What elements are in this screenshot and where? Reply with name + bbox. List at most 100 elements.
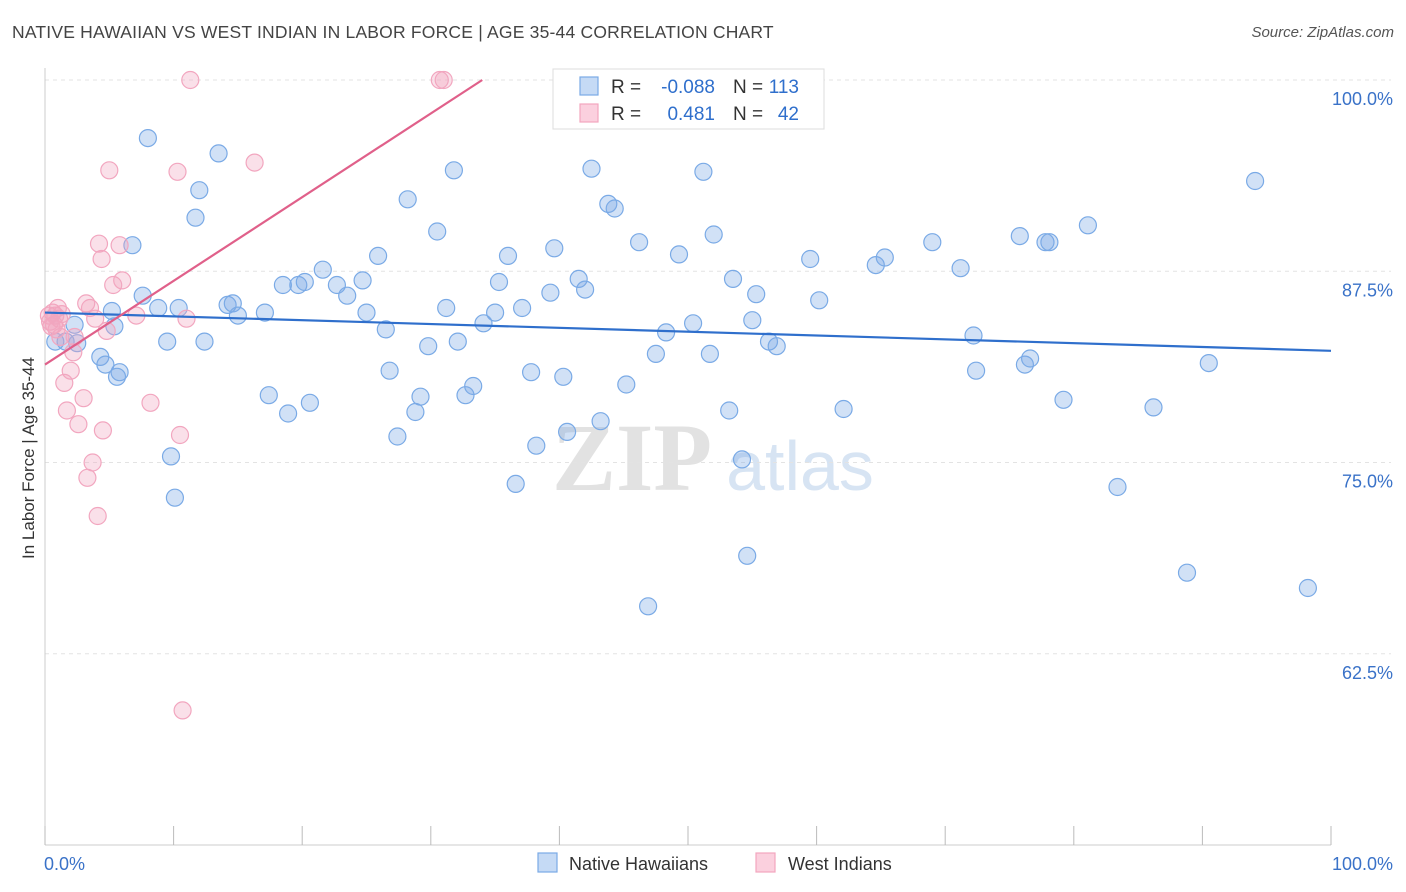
point-native-hawaiians-60 [545, 239, 564, 258]
point-native-hawaiians-10 [123, 236, 142, 255]
y-tick-label-1: 75.0% [1342, 472, 1393, 492]
point-native-hawaiians-31 [300, 393, 319, 412]
point-native-hawaiians-75 [683, 314, 703, 333]
source-label: Source: ZipAtlas.com [1251, 24, 1394, 41]
point-west-indians-34 [168, 162, 187, 181]
point-native-hawaiians-74 [669, 245, 689, 264]
stats-n-value-1: 42 [778, 104, 799, 125]
point-west-indians-16 [69, 415, 88, 434]
point-native-hawaiians-52 [486, 303, 505, 322]
point-west-indians-23 [88, 506, 107, 526]
point-west-indians-24 [89, 234, 109, 253]
point-native-hawaiians-71 [638, 597, 658, 616]
point-native-hawaiians-30 [295, 272, 314, 292]
point-native-hawaiians-46 [437, 298, 456, 318]
point-native-hawaiians-20 [195, 332, 214, 351]
point-native-hawaiians-16 [165, 488, 184, 507]
point-native-hawaiians-59 [541, 283, 560, 302]
point-native-hawaiians-101 [1054, 390, 1073, 409]
point-native-hawaiians-44 [419, 337, 438, 356]
point-west-indians-28 [100, 161, 119, 180]
point-native-hawaiians-47 [444, 161, 463, 180]
stats-r-label-1: R = [611, 104, 641, 125]
point-native-hawaiians-62 [557, 422, 577, 441]
point-native-hawaiians-28 [279, 404, 298, 423]
point-native-hawaiians-55 [506, 474, 525, 493]
point-native-hawaiians-35 [353, 271, 372, 290]
point-west-indians-21 [83, 453, 102, 472]
point-native-hawaiians-51 [474, 314, 493, 333]
point-west-indians-35 [170, 425, 190, 445]
point-native-hawaiians-26 [259, 386, 278, 405]
point-native-hawaiians-45 [428, 222, 447, 241]
x-tick-label-0: 0.0% [44, 854, 85, 874]
point-west-indians-40 [430, 70, 449, 90]
point-native-hawaiians-80 [723, 269, 743, 288]
point-native-hawaiians-12 [138, 129, 157, 148]
stats-swatch-west-indians [579, 103, 599, 123]
point-native-hawaiians-15 [161, 447, 181, 466]
point-native-hawaiians-54 [498, 246, 518, 265]
point-native-hawaiians-66 [591, 412, 610, 431]
point-west-indians-30 [110, 236, 129, 255]
point-west-indians-19 [78, 468, 97, 487]
point-native-hawaiians-9 [107, 367, 127, 386]
point-native-hawaiians-37 [369, 246, 388, 265]
point-west-indians-39 [245, 153, 264, 172]
point-west-indians-15 [65, 327, 84, 347]
point-west-indians-31 [113, 271, 132, 290]
legend-swatch-west-indians [755, 852, 776, 873]
series-native-hawaiians-points [46, 129, 1318, 616]
point-native-hawaiians-48 [448, 332, 467, 351]
point-native-hawaiians-89 [834, 399, 853, 419]
y-tick-label-2: 87.5% [1342, 280, 1393, 300]
series-west-indians-points [39, 70, 453, 720]
stats-n-value-0: 113 [769, 77, 799, 98]
point-native-hawaiians-95 [966, 361, 986, 380]
point-native-hawaiians-64 [575, 280, 595, 299]
point-west-indians-26 [93, 421, 113, 440]
trend-line-west-indians [44, 79, 483, 366]
point-native-hawaiians-87 [801, 249, 820, 269]
point-native-hawaiians-103 [1108, 477, 1127, 497]
trend-lines [44, 79, 1332, 366]
trend-line-native-hawaiians [44, 311, 1332, 352]
point-native-hawaiians-67 [599, 194, 618, 213]
point-native-hawaiians-84 [747, 285, 766, 304]
point-native-hawaiians-58 [527, 436, 546, 455]
point-native-hawaiians-68 [605, 199, 624, 218]
watermark-zip: ZIP [552, 404, 712, 511]
stats-legend: R = -0.088 N = 113 R = 0.481 N = 42 [552, 68, 825, 130]
y-tick-labels: 62.5% 75.0% 87.5% 100.0% [1332, 89, 1393, 683]
point-native-hawaiians-107 [1245, 171, 1265, 191]
point-west-indians-12 [57, 401, 77, 420]
point-native-hawaiians-108 [1298, 578, 1318, 598]
y-tick-label-3: 100.0% [1332, 89, 1393, 109]
point-west-indians-41 [434, 70, 453, 90]
point-native-hawaiians-34 [338, 286, 357, 305]
point-native-hawaiians-81 [732, 450, 752, 469]
point-west-indians-38 [181, 70, 200, 90]
point-native-hawaiians-24 [228, 306, 247, 325]
point-native-hawaiians-83 [743, 311, 762, 330]
point-native-hawaiians-77 [700, 344, 720, 363]
point-native-hawaiians-82 [738, 546, 757, 565]
point-west-indians-9 [51, 327, 70, 347]
point-native-hawaiians-98 [1020, 349, 1040, 368]
point-native-hawaiians-63 [569, 269, 588, 288]
point-native-hawaiians-61 [554, 367, 573, 386]
series-legend: Native Hawaiians West Indians [537, 852, 892, 874]
point-native-hawaiians-50 [464, 376, 483, 396]
y-tick-label-0: 62.5% [1342, 663, 1393, 683]
point-native-hawaiians-14 [158, 332, 177, 351]
point-native-hawaiians-42 [406, 402, 425, 422]
point-native-hawaiians-102 [1078, 216, 1098, 235]
x-tick-label-1: 100.0% [1332, 854, 1393, 874]
point-native-hawaiians-5 [96, 355, 115, 374]
point-native-hawaiians-57 [521, 363, 541, 382]
point-native-hawaiians-41 [398, 190, 417, 209]
point-west-indians-33 [141, 393, 160, 412]
chart-title: NATIVE HAWAIIAN VS WEST INDIAN IN LABOR … [12, 22, 774, 42]
point-west-indians-29 [104, 275, 123, 295]
point-native-hawaiians-56 [512, 298, 532, 318]
